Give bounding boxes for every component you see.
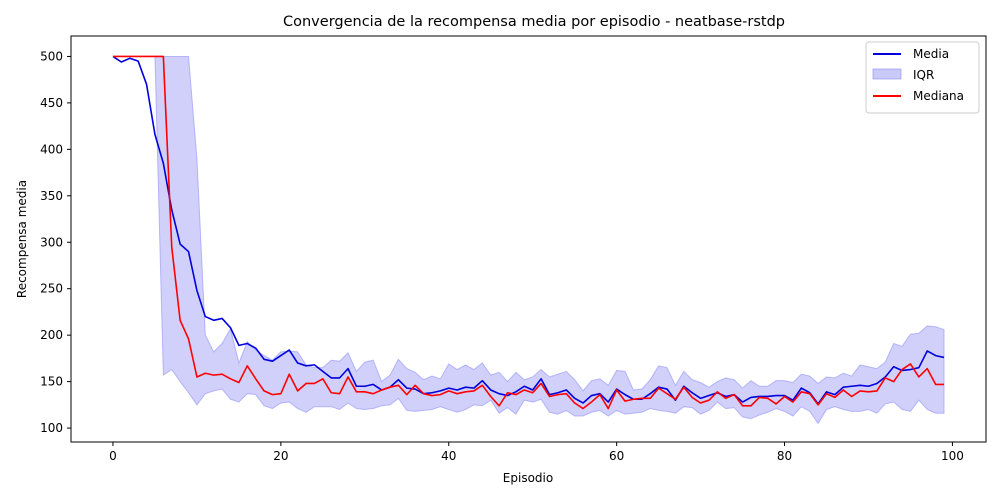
y-tick-label: 200 xyxy=(40,328,63,342)
y-tick-label: 450 xyxy=(40,96,63,110)
legend-iqr-label: IQR xyxy=(913,68,934,82)
legend-media-label: Media xyxy=(913,47,949,61)
legend-mediana-label: Mediana xyxy=(913,89,964,103)
iqr-band-layer xyxy=(112,55,945,425)
x-tick-label: 60 xyxy=(609,449,624,463)
legend-iqr-swatch xyxy=(872,68,902,80)
x-tick-label: 100 xyxy=(941,449,964,463)
y-tick-label: 250 xyxy=(40,282,63,296)
legend: Media IQR Mediana xyxy=(865,41,980,114)
series-line-media xyxy=(112,55,945,405)
x-axis-label: Episodio xyxy=(503,471,553,485)
y-tick-label: 400 xyxy=(40,142,63,156)
x-tick-label: 80 xyxy=(777,449,792,463)
series-line-layer xyxy=(112,55,945,410)
x-tick-label: 40 xyxy=(441,449,456,463)
iqr-band xyxy=(112,55,945,425)
x-tick-label: 20 xyxy=(273,449,288,463)
x-axis: 0 20 40 60 80 100 xyxy=(109,442,964,463)
x-tick-label: 0 xyxy=(109,449,117,463)
y-axis-label: Recompensa media xyxy=(15,180,29,298)
plot-frame xyxy=(70,35,987,443)
series-line-mediana xyxy=(112,55,945,410)
y-tick-label: 300 xyxy=(40,235,63,249)
y-tick-label: 100 xyxy=(40,421,63,435)
y-tick-label: 350 xyxy=(40,189,63,203)
chart-title: Convergencia de la recompensa media por … xyxy=(283,14,785,30)
y-tick-label: 150 xyxy=(40,375,63,389)
y-tick-label: 500 xyxy=(40,49,63,63)
y-axis: 100 150 200 250 300 350 400 450 500 xyxy=(40,49,71,435)
